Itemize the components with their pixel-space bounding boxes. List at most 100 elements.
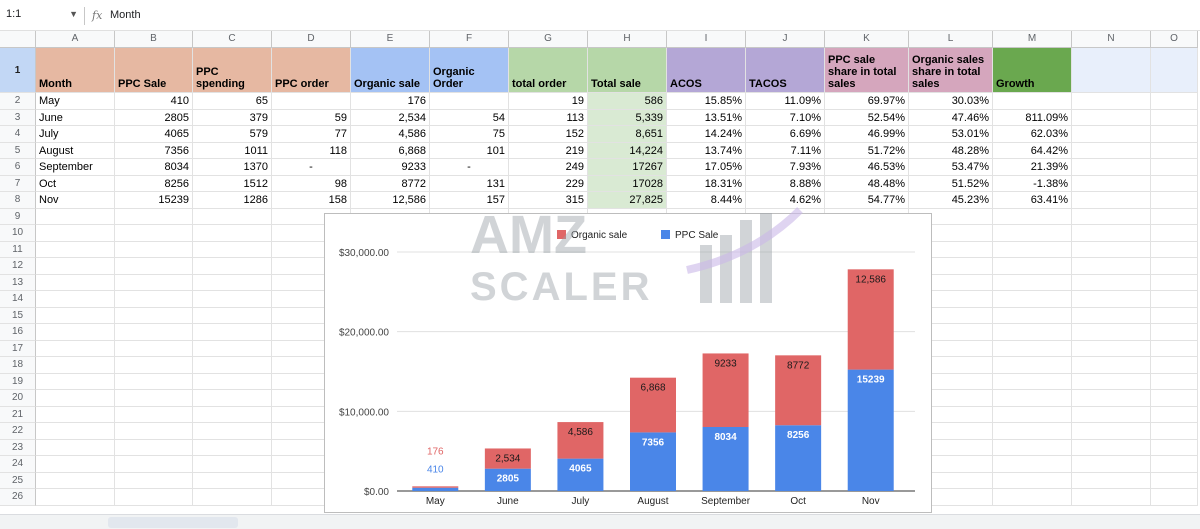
empty-cell[interactable] (193, 324, 272, 341)
month-cell[interactable]: Oct (36, 175, 115, 192)
data-cell[interactable]: 15239 (115, 192, 193, 209)
row-header-3[interactable]: 3 (0, 109, 36, 126)
empty-cell[interactable] (1072, 373, 1151, 390)
data-cell[interactable]: 219 (509, 142, 588, 159)
data-cell[interactable]: 229 (509, 175, 588, 192)
column-header-b[interactable]: B (115, 31, 193, 48)
empty-cell[interactable] (115, 340, 193, 357)
empty-cell[interactable] (36, 307, 115, 324)
empty-cell[interactable] (1151, 159, 1198, 176)
empty-cell[interactable] (193, 489, 272, 506)
row-header-12[interactable]: 12 (0, 258, 36, 275)
empty-cell[interactable] (1151, 489, 1198, 506)
data-cell[interactable]: 12,586 (351, 192, 430, 209)
empty-cell[interactable] (909, 340, 993, 357)
data-cell[interactable]: 101 (430, 142, 509, 159)
data-cell[interactable]: 1370 (193, 159, 272, 176)
empty-cell[interactable] (1072, 175, 1151, 192)
stacked-bar-chart[interactable]: $0.00 $10,000.00 $20,000.00 $30,000.00 Organ… (324, 213, 932, 513)
empty-cell[interactable] (1151, 340, 1198, 357)
data-cell[interactable]: 8256 (115, 175, 193, 192)
header-cell[interactable]: Organic sales share in total sales (909, 48, 993, 93)
data-cell[interactable]: 19 (509, 93, 588, 110)
data-cell[interactable]: 4.62% (746, 192, 825, 209)
empty-cell[interactable] (115, 406, 193, 423)
data-cell[interactable]: 54 (430, 109, 509, 126)
empty-cell[interactable] (909, 357, 993, 374)
empty-cell[interactable] (1072, 390, 1151, 407)
data-cell[interactable]: 64.42% (993, 142, 1072, 159)
empty-cell[interactable] (1072, 159, 1151, 176)
header-cell[interactable] (1151, 48, 1198, 93)
data-cell[interactable]: 45.23% (909, 192, 993, 209)
empty-cell[interactable] (993, 274, 1072, 291)
empty-cell[interactable] (193, 456, 272, 473)
empty-cell[interactable] (193, 406, 272, 423)
row-header-4[interactable]: 4 (0, 126, 36, 143)
empty-cell[interactable] (993, 373, 1072, 390)
empty-cell[interactable] (1072, 225, 1151, 242)
empty-cell[interactable] (36, 472, 115, 489)
data-cell[interactable] (993, 93, 1072, 110)
empty-cell[interactable] (193, 472, 272, 489)
empty-cell[interactable] (909, 258, 993, 275)
empty-cell[interactable] (115, 225, 193, 242)
select-all-corner[interactable] (0, 31, 36, 48)
data-cell[interactable]: 17267 (588, 159, 667, 176)
empty-cell[interactable] (193, 225, 272, 242)
header-cell[interactable]: PPC spending (193, 48, 272, 93)
empty-cell[interactable] (1072, 126, 1151, 143)
empty-cell[interactable] (115, 274, 193, 291)
data-cell[interactable]: 8,651 (588, 126, 667, 143)
column-header-g[interactable]: G (509, 31, 588, 48)
empty-cell[interactable] (36, 274, 115, 291)
row-header-25[interactable]: 25 (0, 472, 36, 489)
header-cell[interactable] (1072, 48, 1151, 93)
data-cell[interactable]: 2,534 (351, 109, 430, 126)
header-cell[interactable]: Organic Order (430, 48, 509, 93)
data-cell[interactable]: -1.38% (993, 175, 1072, 192)
empty-cell[interactable] (1151, 291, 1198, 308)
data-cell[interactable]: 8.88% (746, 175, 825, 192)
empty-cell[interactable] (993, 357, 1072, 374)
header-cell[interactable]: ACOS (667, 48, 746, 93)
header-cell[interactable]: PPC Sale (115, 48, 193, 93)
empty-cell[interactable] (909, 406, 993, 423)
empty-cell[interactable] (909, 225, 993, 242)
data-cell[interactable]: 158 (272, 192, 351, 209)
data-cell[interactable] (430, 93, 509, 110)
row-header-22[interactable]: 22 (0, 423, 36, 440)
empty-cell[interactable] (909, 456, 993, 473)
data-cell[interactable]: 11.09% (746, 93, 825, 110)
header-cell[interactable]: Total sale (588, 48, 667, 93)
empty-cell[interactable] (193, 208, 272, 225)
month-cell[interactable]: Nov (36, 192, 115, 209)
data-cell[interactable]: 8.44% (667, 192, 746, 209)
empty-cell[interactable] (993, 324, 1072, 341)
empty-cell[interactable] (993, 208, 1072, 225)
row-header-16[interactable]: 16 (0, 324, 36, 341)
empty-cell[interactable] (1151, 423, 1198, 440)
empty-cell[interactable] (115, 258, 193, 275)
data-cell[interactable]: 52.54% (825, 109, 909, 126)
empty-cell[interactable] (1151, 192, 1198, 209)
header-cell[interactable]: Month (36, 48, 115, 93)
empty-cell[interactable] (115, 423, 193, 440)
empty-cell[interactable] (909, 489, 993, 506)
column-header-o[interactable]: O (1151, 31, 1198, 48)
row-header-20[interactable]: 20 (0, 390, 36, 407)
empty-cell[interactable] (193, 307, 272, 324)
empty-cell[interactable] (1151, 456, 1198, 473)
data-cell[interactable]: 157 (430, 192, 509, 209)
data-cell[interactable]: 18.31% (667, 175, 746, 192)
empty-cell[interactable] (1151, 324, 1198, 341)
empty-cell[interactable] (36, 258, 115, 275)
empty-cell[interactable] (115, 241, 193, 258)
column-header-f[interactable]: F (430, 31, 509, 48)
empty-cell[interactable] (36, 390, 115, 407)
empty-cell[interactable] (115, 489, 193, 506)
empty-cell[interactable] (1072, 340, 1151, 357)
data-cell[interactable]: 63.41% (993, 192, 1072, 209)
empty-cell[interactable] (1151, 307, 1198, 324)
empty-cell[interactable] (1151, 274, 1198, 291)
